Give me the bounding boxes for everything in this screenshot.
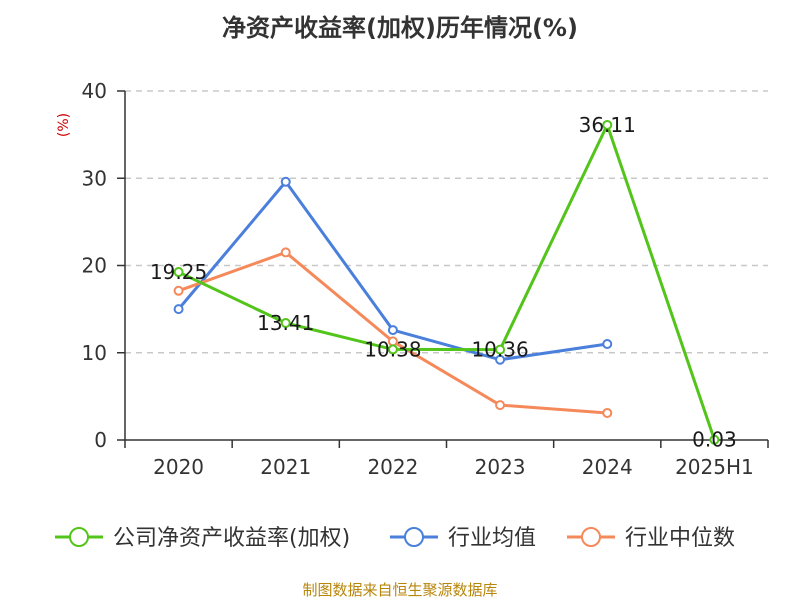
y-axis-label: (%) [56,113,72,137]
x-tick-label: 2022 [367,455,418,479]
data-label: 10.36 [471,338,528,362]
legend-label: 行业均值 [448,526,536,551]
data-point [495,400,506,411]
data-point [280,176,291,187]
data-point [709,434,720,445]
legend-swatch-marker [404,527,424,547]
legend-swatch-marker [69,527,89,547]
y-tick-label: 20 [82,254,107,278]
grid-lines [125,90,768,354]
chart-title: 净资产收益率(加权)历年情况(%) [222,14,578,42]
data-point [280,247,291,258]
y-tick-label: 10 [82,341,107,365]
y-tick-label: 40 [82,79,107,103]
x-tick-label: 2024 [582,455,633,479]
data-point [495,354,506,365]
legend-label: 行业中位数 [625,526,735,551]
data-label: 10.38 [364,337,421,361]
x-tick-label: 2021 [260,455,311,479]
data-point [387,325,398,336]
data-point [495,344,506,355]
data-point [602,407,613,418]
data-labels: 19.25 13.41 10.38 10.36 36.11 0.03 [150,113,737,452]
x-tick-label: 2025H1 [675,455,754,479]
series-line [177,123,716,441]
data-point [602,339,613,350]
data-label: 13.41 [257,311,314,335]
source-note: 制图数据来自恒生聚源数据库 [302,581,497,599]
data-label: 36.11 [579,113,636,137]
data-point [173,304,184,315]
y-tick-label: 30 [82,166,107,190]
series-points [173,119,720,445]
data-point [173,267,184,278]
data-point [602,119,613,130]
x-tick-label: 2023 [475,455,526,479]
axes: 0 10 20 30 40 2020 2021 2022 2023 2024 2025H1 [82,79,769,479]
legend: 公司净资产收益率(加权) 行业均值 行业中位数 [55,526,735,551]
series-lines [177,123,716,441]
data-point [173,285,184,296]
data-label: 19.25 [150,260,207,284]
data-point [280,317,291,328]
data-point [387,344,398,355]
data-label: 0.03 [692,428,737,452]
x-tick-label: 2020 [153,455,204,479]
legend-label: 公司净资产收益率(加权) [113,526,350,551]
y-tick-label: 0 [94,428,107,452]
legend-swatch-marker [581,527,601,547]
